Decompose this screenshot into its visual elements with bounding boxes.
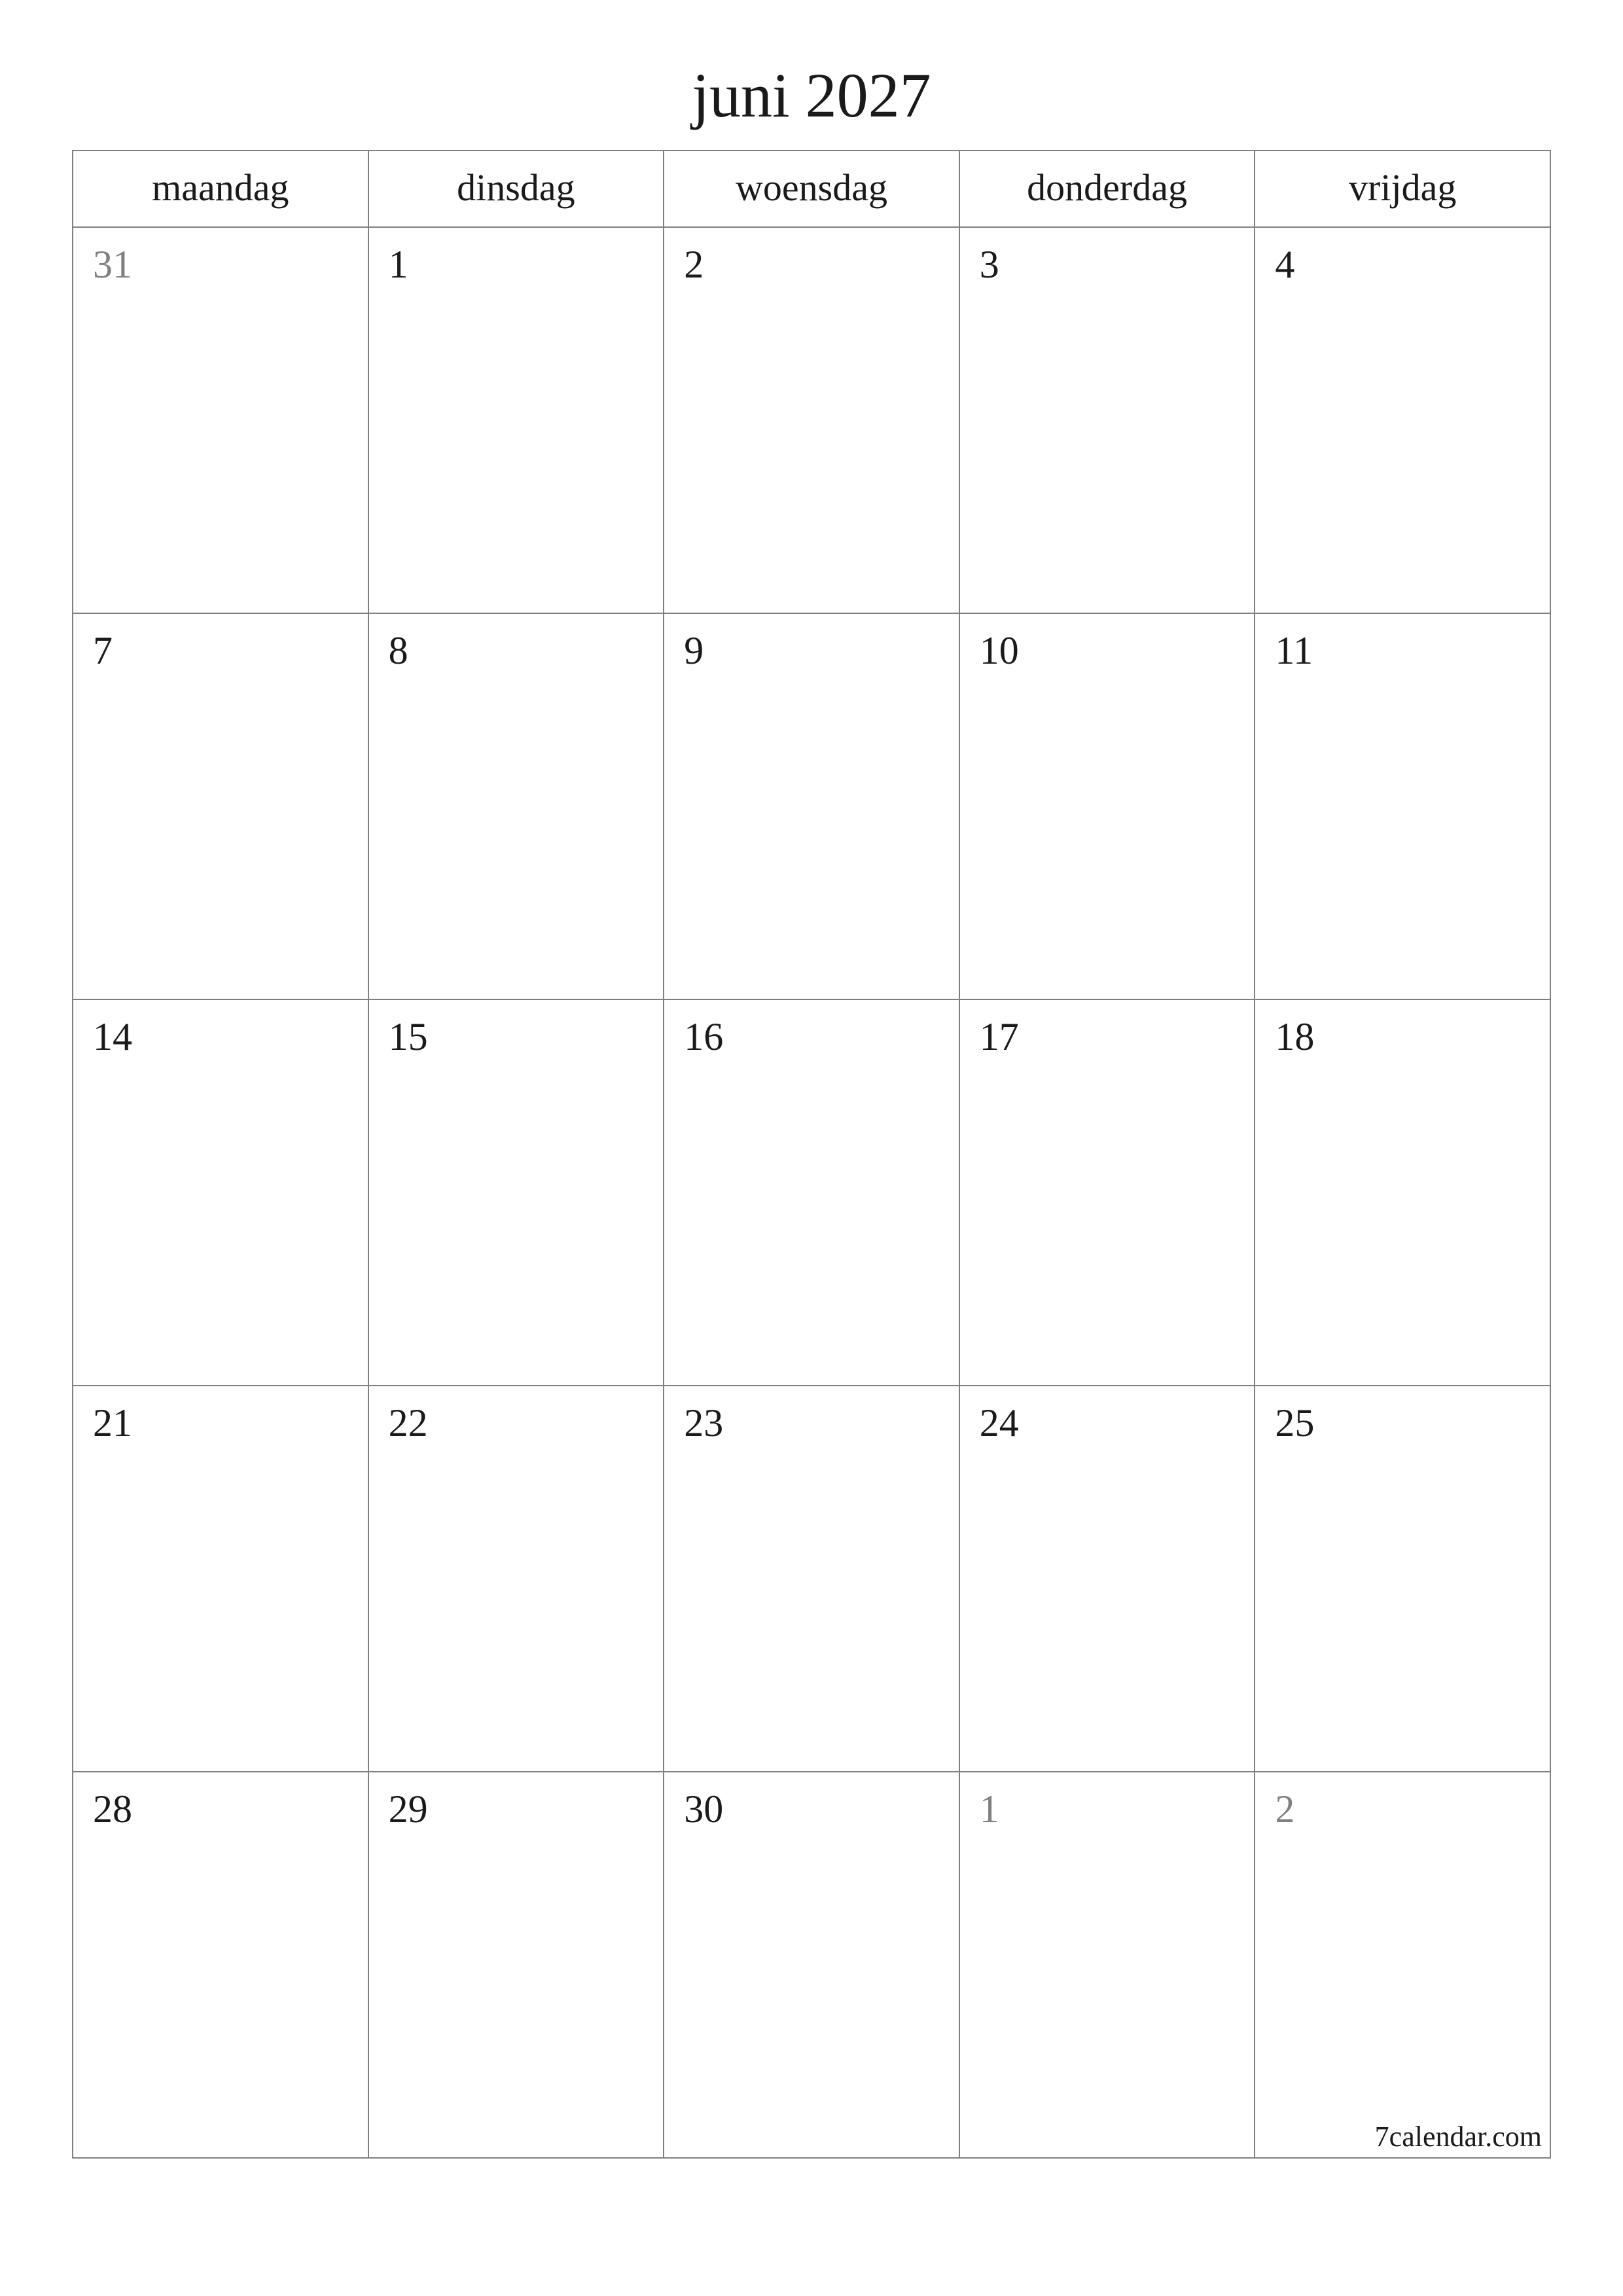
calendar-day-cell: 28 (73, 1772, 368, 2158)
weekday-header: vrijdag (1255, 151, 1550, 227)
calendar-day-cell: 10 (959, 613, 1255, 999)
calendar-week-row: 28 29 30 1 2 7calendar.com (73, 1772, 1550, 2158)
day-number: 4 (1275, 243, 1294, 286)
weekday-header: woensdag (664, 151, 959, 227)
calendar-day-cell: 21 (73, 1386, 368, 1772)
day-number: 1 (980, 1787, 999, 1831)
calendar-day-cell: 2 7calendar.com (1255, 1772, 1550, 2158)
calendar-day-cell: 2 (664, 227, 959, 613)
day-number: 29 (389, 1787, 428, 1831)
day-number: 16 (684, 1015, 723, 1058)
calendar-week-row: 21 22 23 24 25 (73, 1386, 1550, 1772)
day-number: 9 (684, 629, 704, 672)
day-number: 10 (980, 629, 1019, 672)
day-number: 2 (1275, 1787, 1294, 1831)
day-number: 23 (684, 1401, 723, 1444)
calendar-table: maandag dinsdag woensdag donderdag vrijd… (72, 150, 1551, 2159)
weekday-header-row: maandag dinsdag woensdag donderdag vrijd… (73, 151, 1550, 227)
calendar-day-cell: 15 (368, 999, 664, 1386)
weekday-header: dinsdag (368, 151, 664, 227)
day-number: 15 (389, 1015, 428, 1058)
calendar-day-cell: 23 (664, 1386, 959, 1772)
page-title: juni 2027 (72, 59, 1551, 132)
calendar-day-cell: 8 (368, 613, 664, 999)
calendar-day-cell: 11 (1255, 613, 1550, 999)
calendar-day-cell: 7 (73, 613, 368, 999)
attribution-text: 7calendar.com (1375, 2120, 1542, 2153)
day-number: 11 (1275, 629, 1313, 672)
calendar-week-row: 14 15 16 17 18 (73, 999, 1550, 1386)
day-number: 18 (1275, 1015, 1314, 1058)
calendar-day-cell: 4 (1255, 227, 1550, 613)
calendar-week-row: 7 8 9 10 11 (73, 613, 1550, 999)
day-number: 17 (980, 1015, 1019, 1058)
calendar-day-cell: 29 (368, 1772, 664, 2158)
calendar-day-cell: 1 (368, 227, 664, 613)
calendar-day-cell: 18 (1255, 999, 1550, 1386)
calendar-day-cell: 17 (959, 999, 1255, 1386)
calendar-week-row: 31 1 2 3 4 (73, 227, 1550, 613)
calendar-day-cell: 16 (664, 999, 959, 1386)
day-number: 8 (389, 629, 408, 672)
calendar-day-cell: 30 (664, 1772, 959, 2158)
calendar-day-cell: 3 (959, 227, 1255, 613)
calendar-day-cell: 31 (73, 227, 368, 613)
weekday-header: donderdag (959, 151, 1255, 227)
day-number: 30 (684, 1787, 723, 1831)
calendar-page: juni 2027 maandag dinsdag woensdag donde… (0, 0, 1623, 2296)
calendar-day-cell: 9 (664, 613, 959, 999)
day-number: 25 (1275, 1401, 1314, 1444)
calendar-day-cell: 25 (1255, 1386, 1550, 1772)
calendar-day-cell: 14 (73, 999, 368, 1386)
weekday-header: maandag (73, 151, 368, 227)
day-number: 2 (684, 243, 704, 286)
day-number: 21 (93, 1401, 132, 1444)
day-number: 22 (389, 1401, 428, 1444)
calendar-day-cell: 22 (368, 1386, 664, 1772)
day-number: 3 (980, 243, 999, 286)
calendar-day-cell: 1 (959, 1772, 1255, 2158)
day-number: 31 (93, 243, 132, 286)
calendar-day-cell: 24 (959, 1386, 1255, 1772)
day-number: 14 (93, 1015, 132, 1058)
day-number: 24 (980, 1401, 1019, 1444)
day-number: 1 (389, 243, 408, 286)
day-number: 28 (93, 1787, 132, 1831)
day-number: 7 (93, 629, 113, 672)
